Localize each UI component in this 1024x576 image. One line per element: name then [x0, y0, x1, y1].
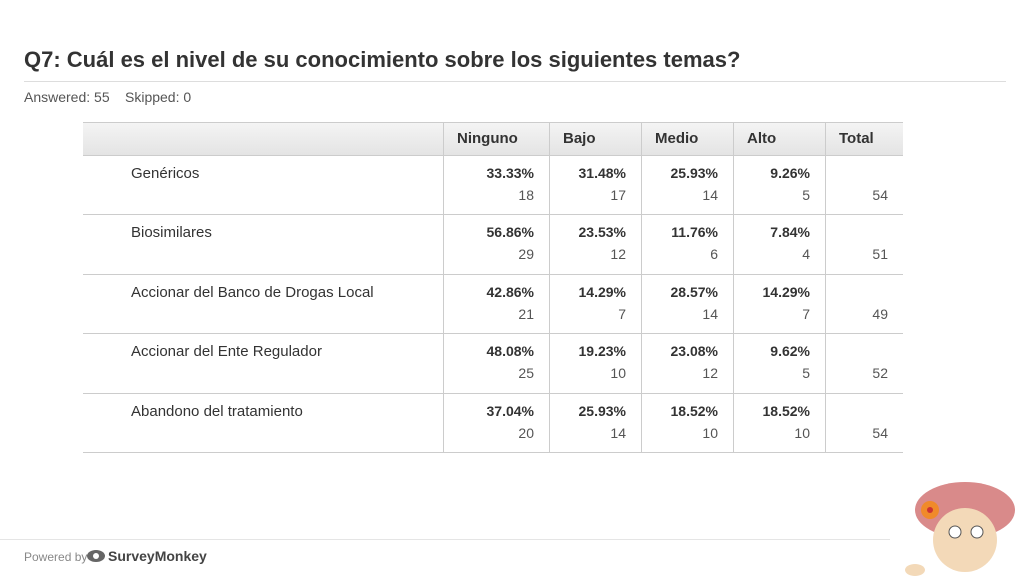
column-rule [733, 122, 734, 452]
row-rule [83, 452, 903, 453]
percent: 56.86% [486, 224, 534, 241]
row-rule [83, 273, 903, 275]
percent: 25.93% [578, 402, 626, 419]
column-header: Medio [655, 130, 699, 147]
count: 12 [702, 365, 718, 382]
row-label: Accionar del Ente Regulador [131, 343, 322, 361]
percent: 31.48% [578, 165, 626, 181]
powered-by: Powered by [24, 550, 88, 564]
count: 18 [518, 187, 534, 203]
column-rule [549, 122, 550, 452]
count: 4 [802, 246, 810, 263]
mascot [905, 482, 1015, 576]
column-header: Bajo [563, 130, 596, 147]
header-bg [83, 122, 903, 155]
count: 5 [802, 187, 810, 203]
count: 29 [518, 246, 534, 263]
percent: 28.57% [670, 283, 718, 300]
count: 6 [710, 246, 718, 263]
percent: 9.26% [770, 165, 810, 181]
percent: 18.52% [762, 402, 810, 419]
percent: 37.04% [486, 402, 534, 419]
count: 14 [702, 187, 718, 203]
answered: Answered: 55 [24, 89, 110, 105]
column-rule [443, 122, 444, 452]
skipped: Skipped: 0 [125, 89, 192, 105]
percent: 11.76% [671, 224, 718, 241]
column-rule [825, 122, 826, 452]
count: 21 [518, 305, 534, 322]
percent: 7.84% [770, 224, 810, 241]
column-header: Alto [747, 130, 777, 147]
count: 14 [702, 305, 718, 322]
count: 7 [802, 305, 810, 322]
total: 52 [872, 365, 888, 382]
row-label: Abandono del tratamiento [131, 402, 303, 420]
logo-icon [87, 550, 105, 562]
count: 17 [610, 187, 626, 203]
row-label: Accionar del Banco de Drogas Local [131, 283, 374, 301]
percent: 48.08% [486, 343, 534, 360]
column-header: Total [839, 130, 874, 147]
percent: 42.86% [486, 283, 534, 300]
percent: 19.23% [578, 343, 626, 360]
count: 7 [618, 305, 626, 322]
column-header: Ninguno [457, 130, 518, 147]
percent: 23.08% [670, 343, 718, 360]
column-rule [641, 122, 642, 452]
title: Q7: Cuál es el nivel de su conocimiento … [24, 47, 741, 72]
brand: SurveyMonkey [108, 548, 207, 564]
percent: 14.29% [578, 283, 626, 300]
row-rule [83, 155, 903, 156]
row-label: Genéricos [131, 165, 200, 182]
percent: 9.62% [770, 343, 810, 360]
footer-rule [0, 539, 890, 540]
total: 54 [872, 424, 888, 441]
total: 54 [872, 187, 888, 203]
percent: 33.33% [486, 165, 534, 181]
row-rule [83, 214, 903, 216]
count: 25 [518, 365, 534, 382]
count: 10 [794, 424, 810, 441]
count: 10 [702, 424, 718, 441]
title-rule [24, 81, 1006, 82]
count: 12 [610, 246, 626, 263]
count: 20 [518, 424, 534, 441]
percent: 25.93% [670, 165, 718, 181]
count: 10 [610, 365, 626, 382]
percent: 14.29% [762, 283, 810, 300]
row-rule [83, 333, 903, 335]
total: 51 [872, 246, 888, 263]
percent: 18.52% [670, 402, 718, 419]
percent: 23.53% [578, 224, 626, 241]
total: 49 [872, 305, 888, 322]
count: 5 [802, 365, 810, 382]
row-rule [83, 392, 903, 394]
row-label: Biosimilares [131, 224, 212, 242]
count: 14 [610, 424, 626, 441]
